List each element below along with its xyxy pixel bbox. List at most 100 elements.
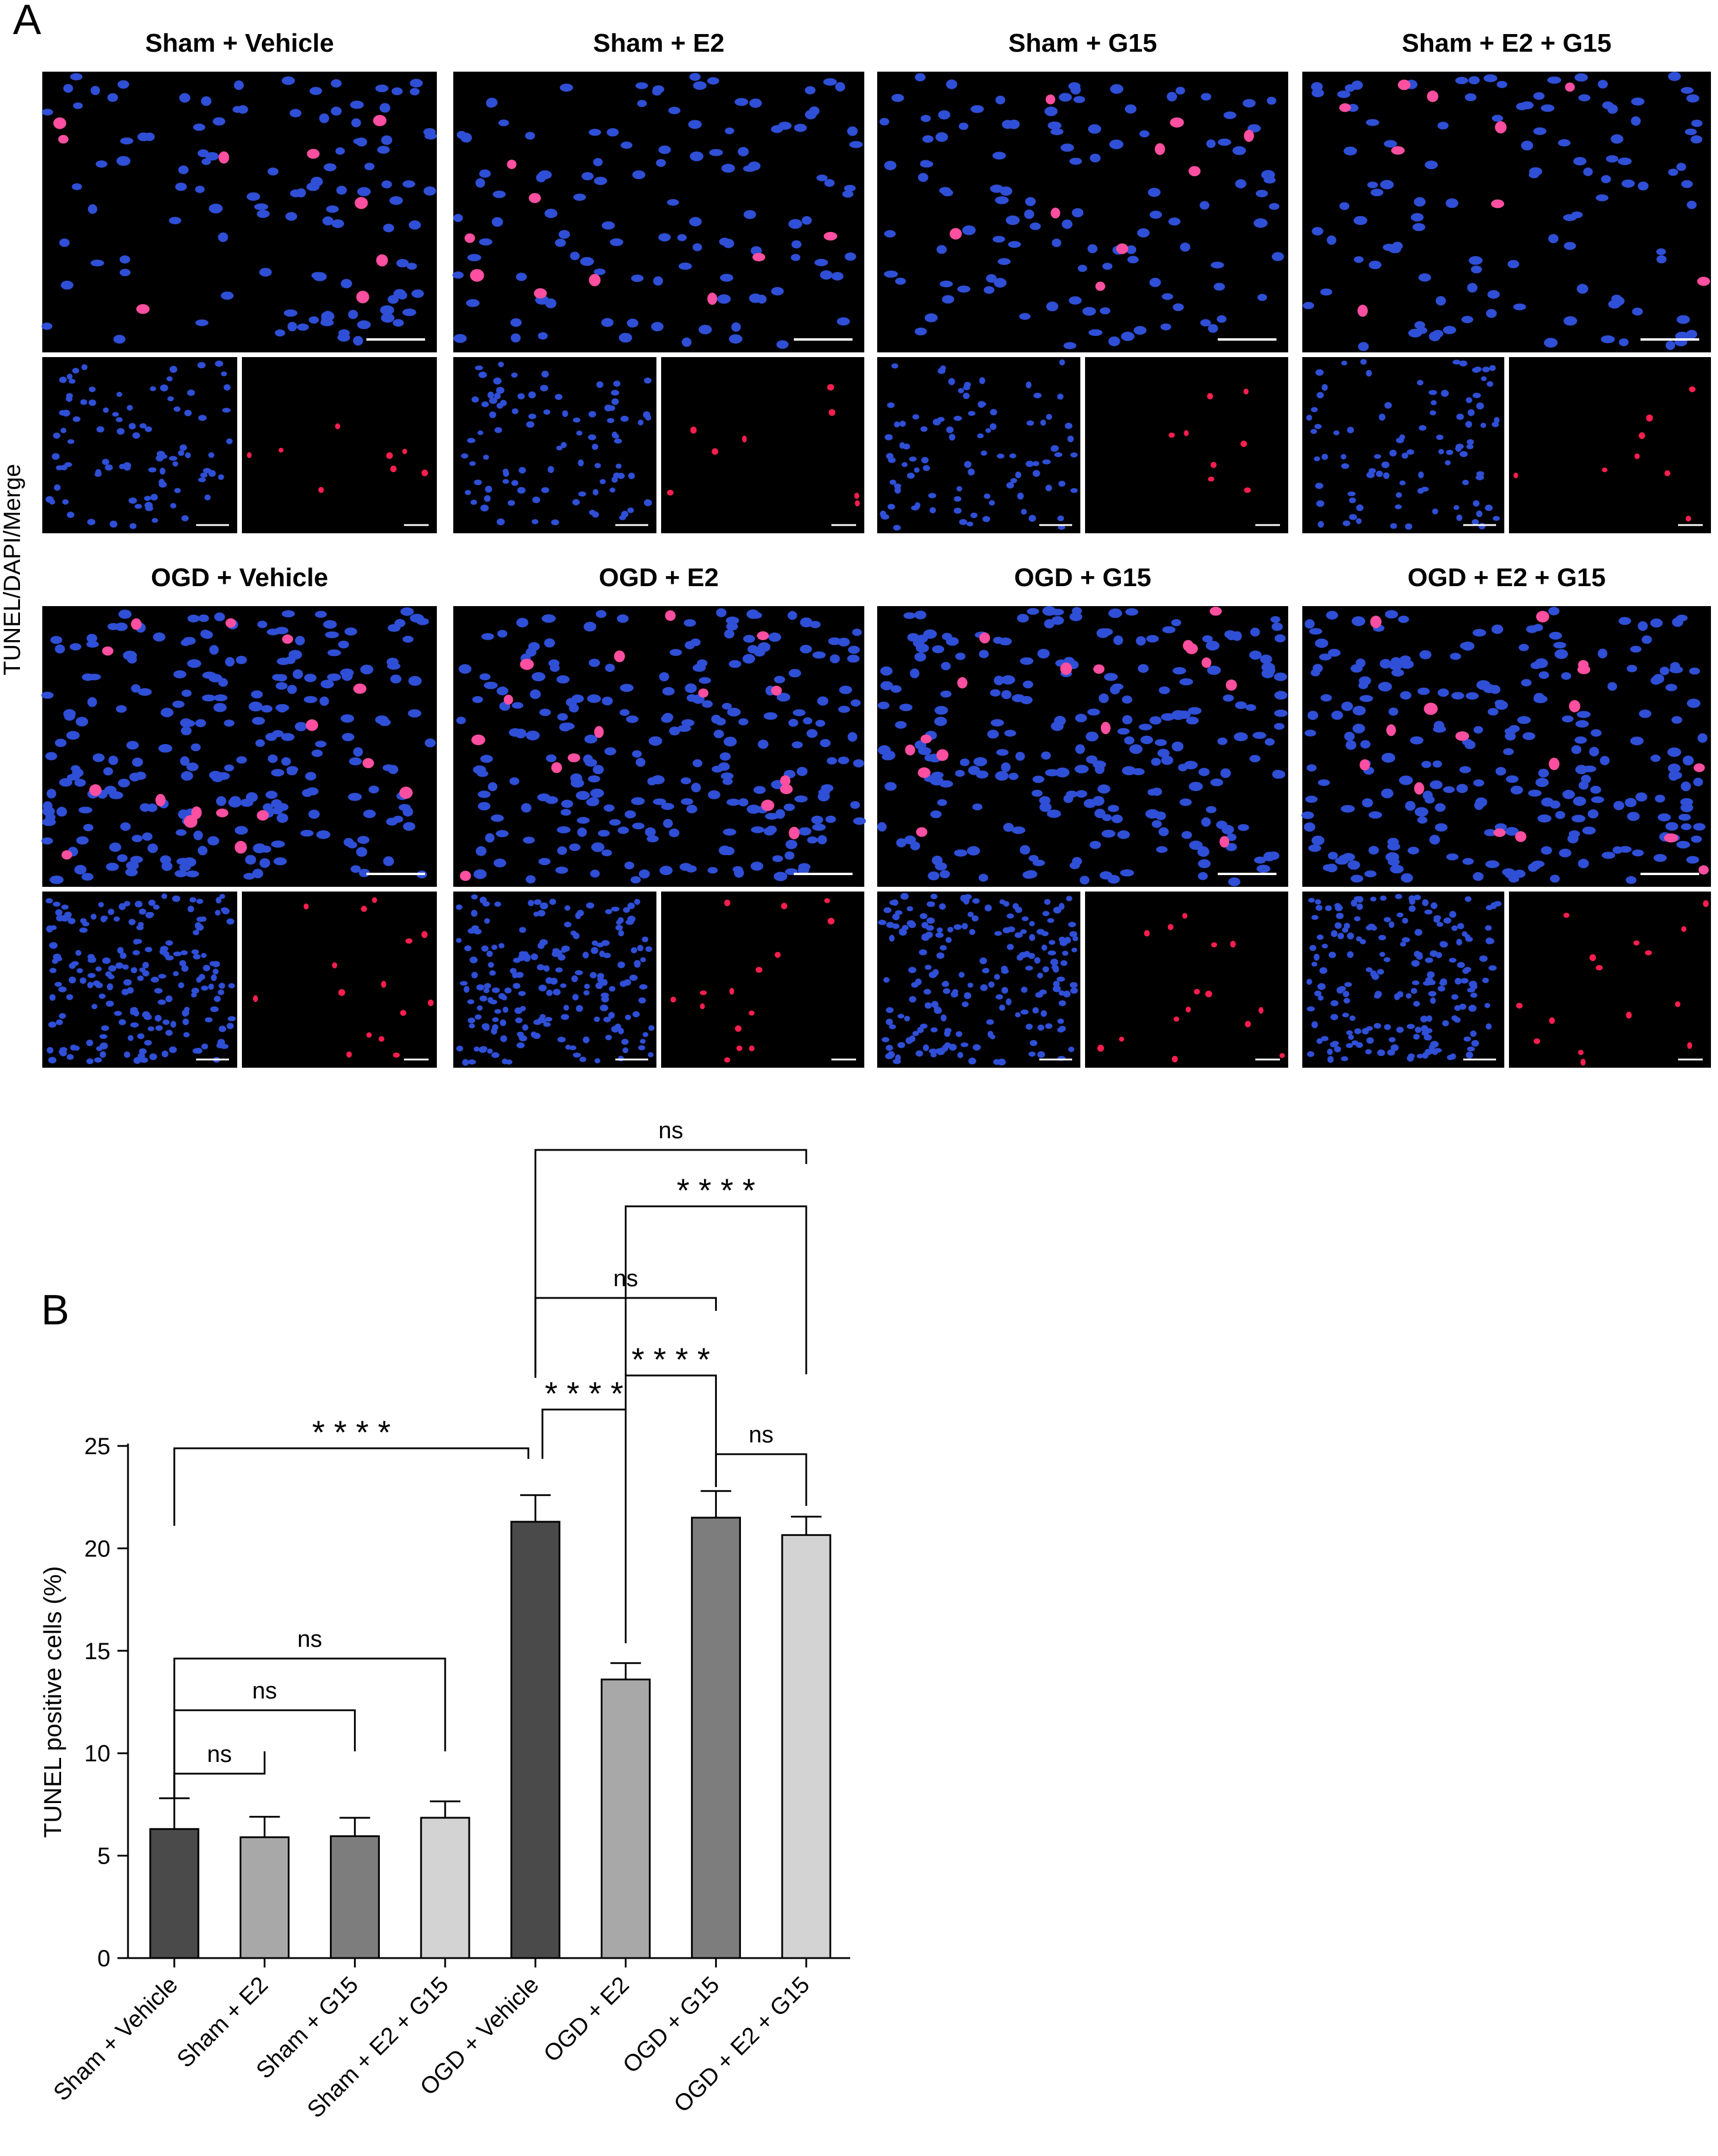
dapi-nucleus [1126,245,1137,254]
dapi-nucleus [1096,628,1110,638]
dapi-nucleus [1419,425,1427,431]
tunel-nucleus [191,806,202,819]
dapi-nucleus [139,1048,147,1055]
dapi-nucleus [935,132,948,142]
dapi-nucleus [271,799,282,808]
dapi-nucleus [1381,752,1396,763]
dapi-nucleus [467,1017,476,1024]
tunel-nucleus [665,610,676,621]
tunel-nucleus [729,988,735,995]
dapi-nucleus [459,664,471,674]
tunel-nucleus [1681,926,1687,932]
tunel-nucleus [1245,1021,1251,1028]
dapi-nucleus [572,1052,581,1058]
dapi-nucleus [589,972,597,978]
significance-bracket [534,1149,807,1374]
dapi-image-background [453,357,656,533]
dapi-nucleus [902,443,911,450]
dapi-nucleus [1094,809,1106,818]
tunel-nucleus [1170,117,1184,128]
dapi-nucleus [615,924,623,931]
dapi-nucleus [195,186,205,193]
dapi-nucleus [1482,366,1490,372]
dapi-nucleus [144,426,152,432]
dapi-nucleus [894,483,901,489]
dapi-nucleus [218,474,224,480]
dapi-nucleus [200,472,208,478]
dapi-nucleus [478,371,487,378]
dapi-nucleus [1686,200,1697,209]
dapi-nucleus [1156,846,1168,853]
dapi-nucleus [54,981,62,987]
dapi-nucleus [1083,799,1097,808]
dapi-nucleus [377,146,390,154]
dapi-nucleus [518,1035,527,1042]
dapi-nucleus [853,759,864,768]
dapi-nucleus [1476,402,1484,410]
dapi-nucleus [689,151,704,162]
dapi-image-background [877,357,1080,533]
dapi-nucleus [1034,957,1040,964]
tunel-nucleus [755,967,763,973]
tunel-nucleus [366,1032,372,1038]
tunel-nucleus [1634,453,1640,459]
dapi-nucleus [353,747,363,757]
dapi-nucleus [481,945,489,952]
tunel-nucleus [1664,470,1670,476]
dapi-nucleus [921,921,929,929]
dapi-nucleus [1315,483,1323,489]
tunel-nucleus [735,1025,742,1032]
tunel-nucleus [390,465,397,473]
dapi-nucleus [1573,157,1586,166]
dapi-nucleus [639,1039,646,1044]
dapi-nucleus [472,696,483,703]
tunel-nucleus [346,1051,352,1058]
dapi-nucleus [909,668,919,678]
dapi-nucleus [117,947,124,954]
dapi-nucleus [1430,902,1438,909]
dapi-nucleus [58,986,67,993]
dapi-nucleus [711,714,722,724]
dapi-nucleus [139,967,146,973]
dapi-nucleus [487,961,494,968]
dapi-nucleus [627,902,635,909]
dapi-nucleus [923,629,937,639]
dapi-nucleus [1063,342,1077,349]
dapi-nucleus [1274,672,1288,681]
dapi-nucleus [713,729,724,738]
dapi-nucleus [957,285,971,293]
dapi-nucleus [594,176,607,186]
tunel-nucleus [1168,432,1175,438]
dapi-nucleus [928,1048,938,1054]
dapi-nucleus [66,1054,74,1060]
tunel-nucleus [1689,386,1696,392]
dapi-nucleus [107,909,114,915]
dapi-nucleus [117,80,130,89]
dapi-nucleus [287,685,297,694]
dapi-nucleus [515,1017,523,1024]
dapi-nucleus [811,815,824,825]
dapi-nucleus [130,967,137,974]
dapi-nucleus [1383,917,1392,923]
dapi-nucleus [1217,737,1228,745]
dapi-nucleus [935,932,944,938]
dapi-nucleus [54,956,63,961]
dapi-nucleus [1047,918,1055,923]
dapi-nucleus [1451,925,1458,931]
dapi-nucleus [618,930,624,937]
dapi-nucleus [791,240,801,249]
significance-label: * * * * [632,1341,710,1378]
dapi-nucleus [964,382,971,388]
dapi-nucleus [1008,772,1019,781]
dapi-nucleus [491,944,498,950]
dapi-nucleus [1461,315,1474,324]
dapi-nucleus [1656,255,1667,264]
dapi-nucleus [949,433,956,440]
dapi-nucleus [1025,966,1033,971]
dapi-nucleus [619,684,634,692]
dapi-nucleus [94,1057,102,1063]
dapi-nucleus [1088,124,1101,134]
dapi-nucleus [899,704,913,711]
dapi-nucleus [473,1046,480,1052]
tunel-nucleus [749,1010,754,1016]
